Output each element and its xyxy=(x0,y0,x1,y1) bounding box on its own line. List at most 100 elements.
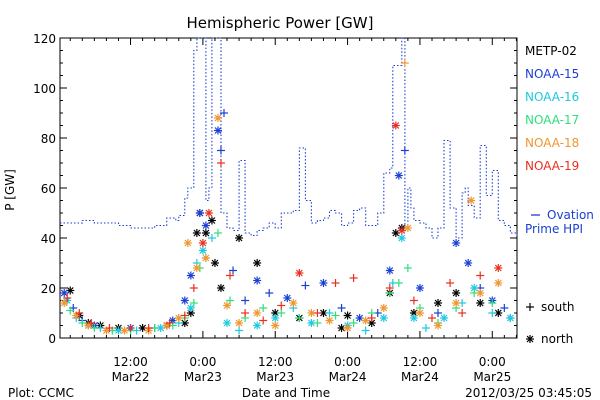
metp-02-north-point xyxy=(337,324,346,332)
noaa-16-south-point xyxy=(361,326,370,335)
noaa-15-north-point xyxy=(201,221,210,230)
noaa-19-south-point xyxy=(367,314,376,322)
y-tick-label: 20 xyxy=(41,282,56,296)
metp-02-north-point xyxy=(476,299,485,307)
noaa-18-north-point xyxy=(289,299,298,307)
noaa-18-north-point xyxy=(434,321,443,330)
marker-legend: south north xyxy=(526,300,575,346)
noaa-19-south-point xyxy=(427,314,436,322)
noaa-18-north-point xyxy=(174,314,183,322)
x-tick-date: Mar23 xyxy=(184,370,222,384)
noaa-17-south-point xyxy=(66,306,75,315)
ovation-hpi-line xyxy=(60,37,518,239)
noaa-19-south-point xyxy=(476,271,485,280)
noaa-19-south-point xyxy=(241,309,250,317)
noaa-18-north-point xyxy=(361,316,370,325)
noaa-17-south-point xyxy=(295,314,304,322)
x-tick-time: 0:00 xyxy=(334,355,361,369)
noaa-17-south-point xyxy=(213,229,222,237)
noaa-18-south-point xyxy=(400,59,409,67)
noaa-17-south-point xyxy=(78,319,87,327)
metp-02-north-point xyxy=(434,299,443,307)
noaa-16-south-point xyxy=(488,309,497,317)
noaa-16-north-point xyxy=(409,314,418,322)
metp-02-north-point xyxy=(192,229,201,237)
ovation-legend-label-2: Prime HPI xyxy=(525,222,583,236)
noaa-18-north-point xyxy=(476,289,485,297)
timestamp: 2012/03/25 03:45:05 xyxy=(465,386,592,400)
noaa-17-south-point xyxy=(349,319,358,327)
noaa-15-north-point xyxy=(355,314,364,322)
noaa-18-north-point xyxy=(307,309,316,317)
noaa-19-south-point xyxy=(446,279,455,287)
metp-02-north-point xyxy=(253,259,262,267)
noaa-18-north-point xyxy=(201,254,210,262)
metp-02-north-point xyxy=(391,229,400,237)
noaa-18-north-point xyxy=(120,326,129,335)
noaa-19-south-point xyxy=(385,284,394,292)
legend-metp-02: METP-02 xyxy=(525,44,577,58)
noaa-18-north-point xyxy=(415,309,424,317)
noaa-18-north-point xyxy=(325,316,334,325)
noaa-15-north-point xyxy=(60,289,69,297)
noaa-19-south-point xyxy=(105,324,114,332)
noaa-18-north-point xyxy=(213,114,222,122)
noaa-17-south-point xyxy=(189,299,198,307)
noaa-19-north-point xyxy=(198,239,207,247)
x-axis-label: Date and Time xyxy=(242,386,330,400)
noaa-15-north-point xyxy=(186,271,195,280)
metp-02-north-point xyxy=(343,311,352,320)
noaa-19-south-point xyxy=(63,294,72,302)
noaa-19-south-point xyxy=(144,324,153,332)
noaa-16-north-point xyxy=(223,319,232,327)
noaa-19-south-point xyxy=(87,319,96,327)
noaa-18-north-point xyxy=(183,239,192,247)
noaa-18-north-point xyxy=(403,224,412,232)
noaa-17-south-point xyxy=(403,264,412,272)
noaa-16-north-point xyxy=(379,314,388,322)
noaa-15-south-point xyxy=(265,289,274,297)
noaa-19-south-point xyxy=(189,284,198,292)
x-tick-time: 12:00 xyxy=(403,355,438,369)
noaa-15-south-point xyxy=(219,109,228,117)
ovation-legend-label-1: Ovation xyxy=(547,208,594,222)
marker-legend-label-south: south xyxy=(541,300,575,314)
marker-legend-plus-symbol xyxy=(526,303,534,311)
x-tick-time: 0:00 xyxy=(479,355,506,369)
metp-02-north-point xyxy=(66,286,75,295)
noaa-18-north-point xyxy=(379,304,388,312)
noaa-16-south-point xyxy=(207,234,216,242)
legend-noaa-17: NOAA-17 xyxy=(525,113,579,127)
noaa-19-north-point xyxy=(391,121,400,130)
legend-noaa-19: NOAA-19 xyxy=(525,159,579,173)
legend-noaa-15: NOAA-15 xyxy=(525,67,579,81)
noaa-18-north-point xyxy=(343,324,352,332)
chart-title: Hemispheric Power [GW] xyxy=(187,14,374,32)
marker-legend-star-symbol xyxy=(526,335,534,343)
noaa-18-north-point xyxy=(494,279,503,287)
noaa-16-south-point xyxy=(421,324,430,332)
noaa-16-south-point xyxy=(235,326,244,335)
x-tick-time: 12:00 xyxy=(113,355,148,369)
x-tick-time: 0:00 xyxy=(189,355,216,369)
metp-02-north-point xyxy=(201,229,210,237)
noaa-15-north-point xyxy=(213,126,222,135)
legend-noaa-16: NOAA-16 xyxy=(525,90,579,104)
noaa-15-south-point xyxy=(241,296,250,305)
noaa-15-north-point xyxy=(253,276,262,285)
noaa-18-north-point xyxy=(271,321,280,330)
noaa-15-north-point xyxy=(283,294,292,302)
y-tick-label: 0 xyxy=(48,332,56,346)
y-tick-label: 100 xyxy=(33,82,56,96)
noaa-18-north-point xyxy=(223,301,232,310)
noaa-19-south-point xyxy=(259,316,268,325)
noaa-19-south-point xyxy=(277,301,286,310)
noaa-18-north-point xyxy=(452,299,461,307)
noaa-16-north-point xyxy=(397,234,406,242)
noaa-17-south-point xyxy=(488,299,497,307)
noaa-15-north-point xyxy=(195,209,204,217)
noaa-16-south-point xyxy=(325,309,334,317)
noaa-19-south-point xyxy=(226,271,235,280)
noaa-17-south-point xyxy=(259,304,268,312)
